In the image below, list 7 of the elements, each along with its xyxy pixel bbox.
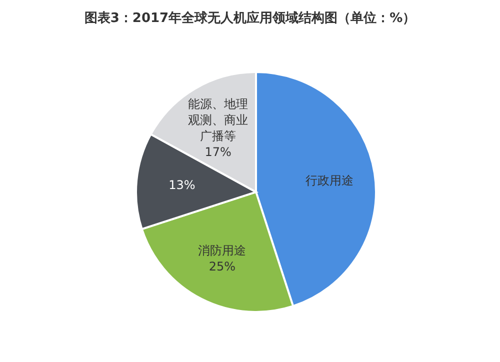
- data-label: 13%: [168, 178, 196, 192]
- chart-title: 图表3：2017年全球无人机应用领域结构图（单位：%）: [84, 10, 416, 26]
- slice-label: 行政用途: [305, 173, 354, 188]
- slice-label: 能源、地理观测、商业广播等: [188, 96, 248, 143]
- data-label: 25%: [208, 259, 236, 274]
- slice-label: 消防用途: [198, 243, 246, 258]
- data-label: 17%: [204, 144, 232, 159]
